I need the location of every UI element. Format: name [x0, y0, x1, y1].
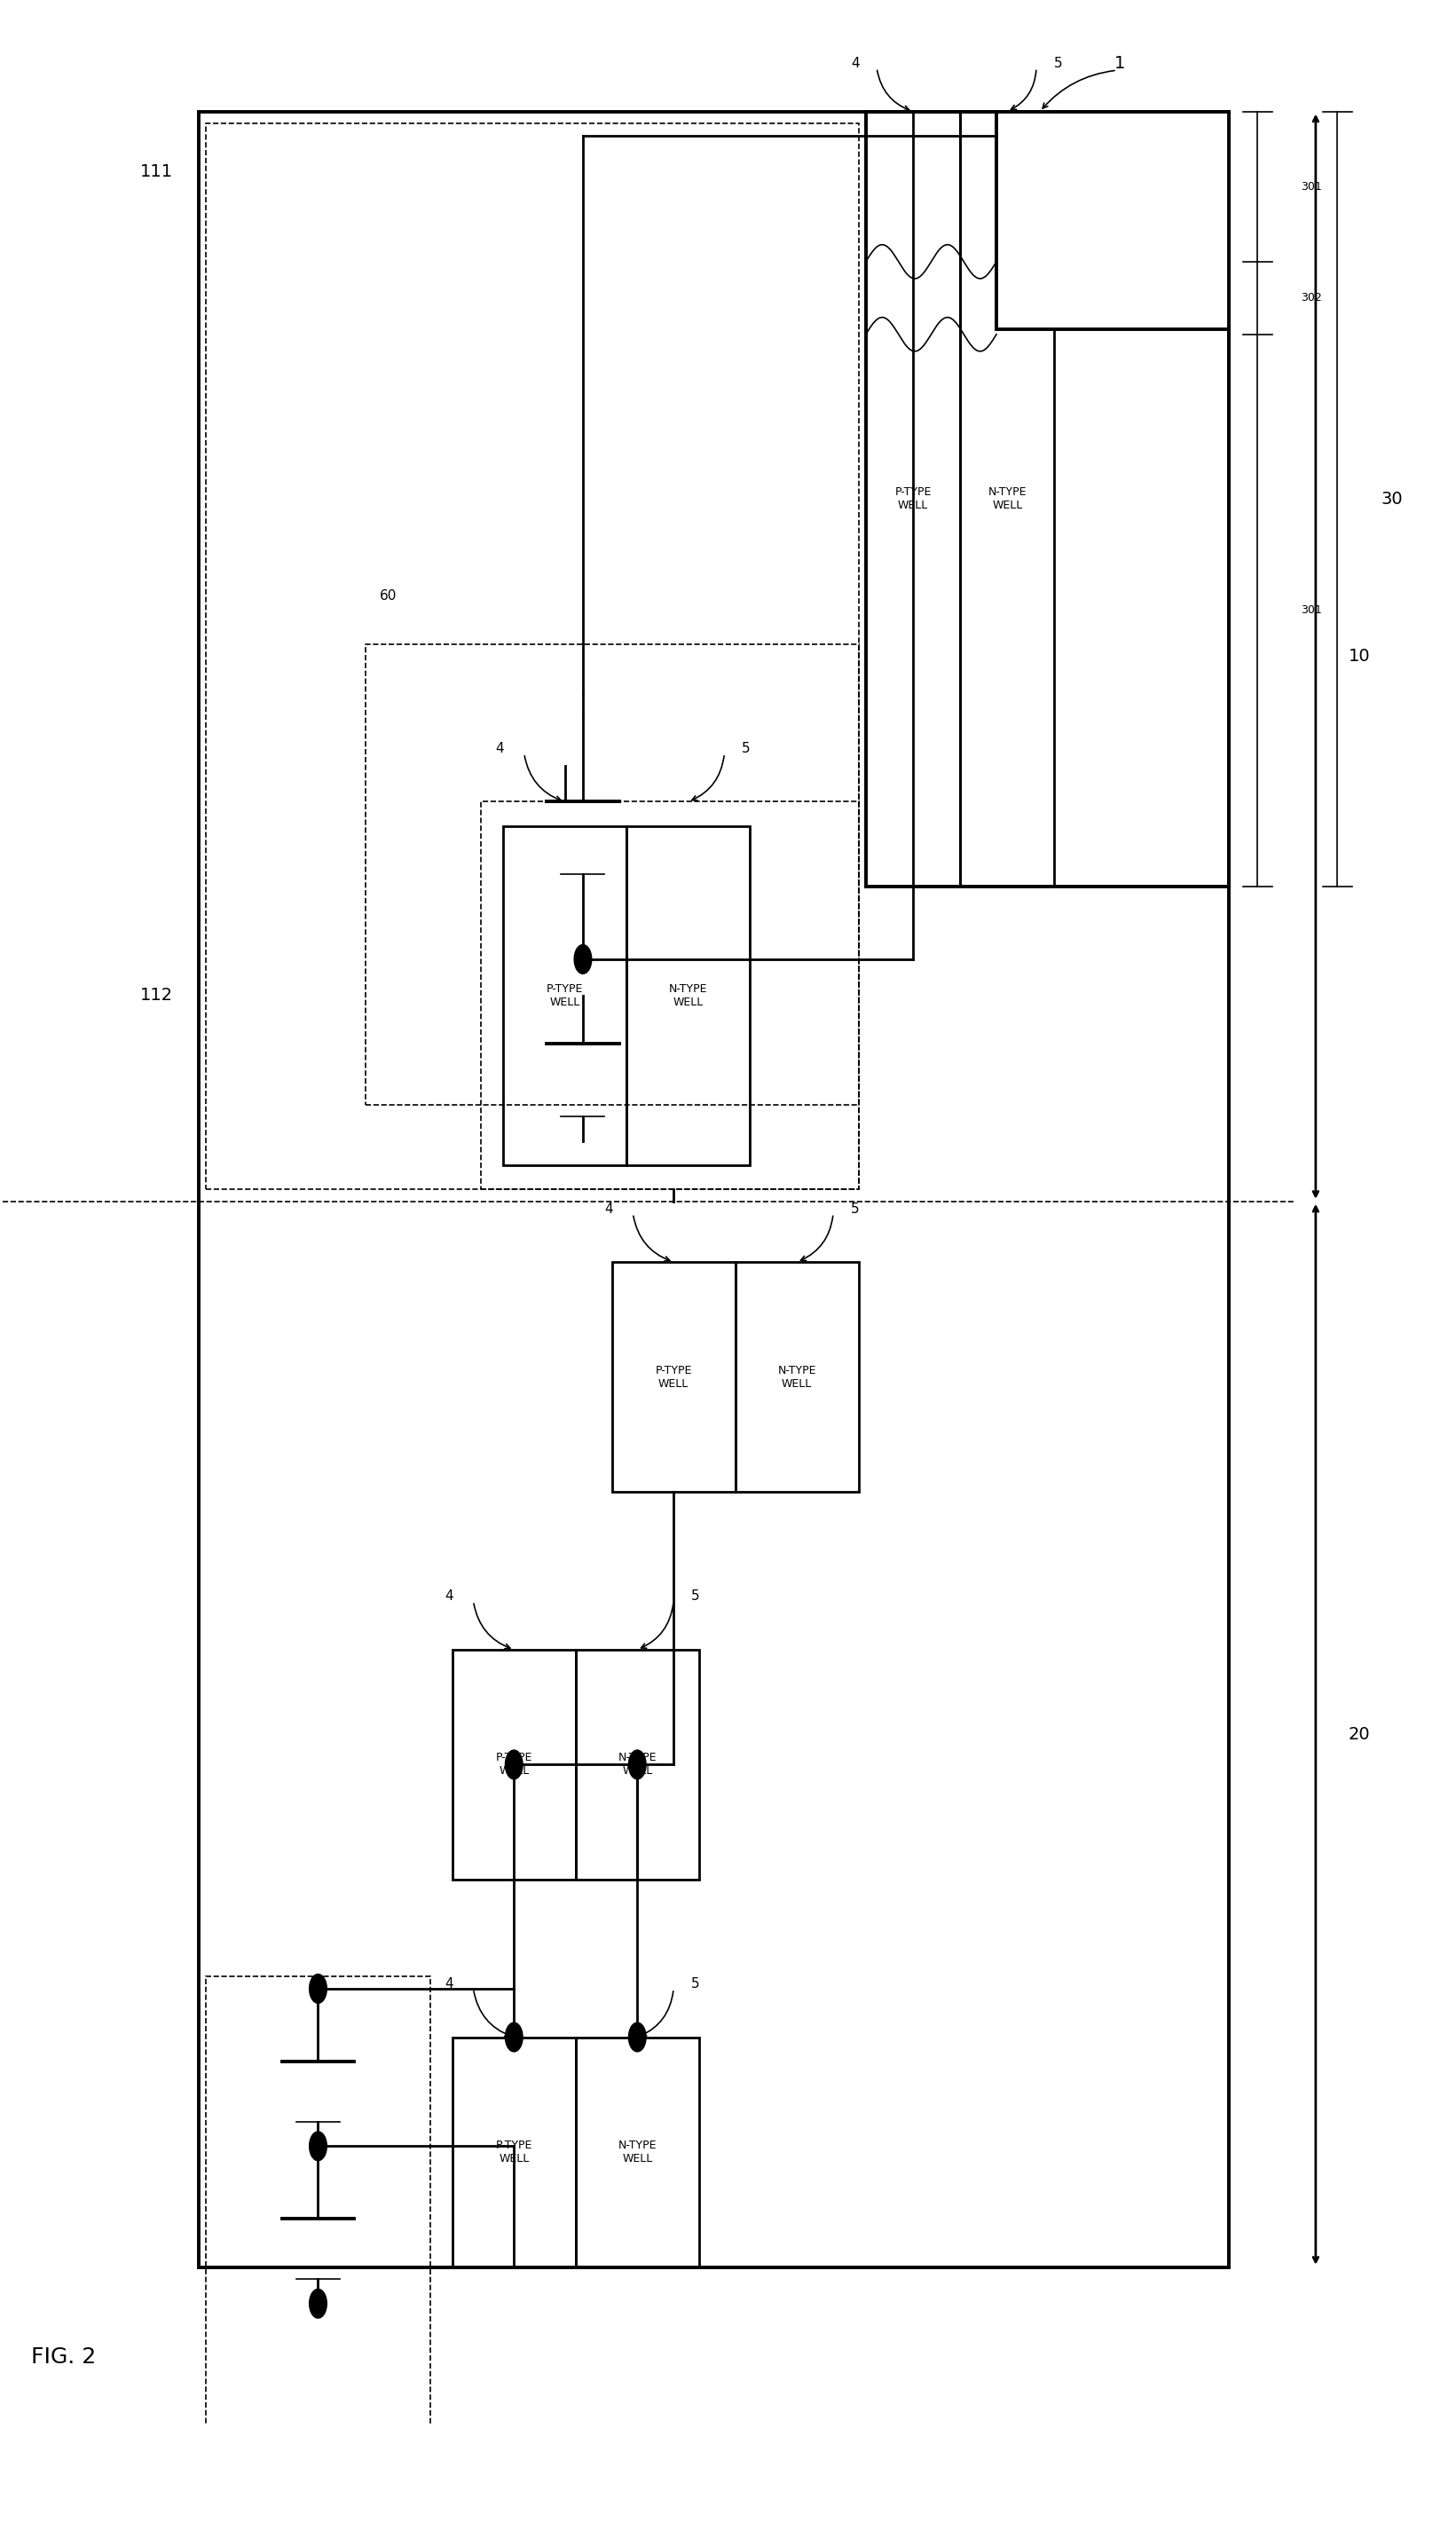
Circle shape [309, 1973, 326, 2003]
Text: 4: 4 [850, 56, 859, 71]
Text: N-TYPE
WELL: N-TYPE WELL [778, 1365, 817, 1390]
Bar [482, 802, 859, 1188]
Text: 20: 20 [1348, 1726, 1370, 1743]
Text: 4: 4 [444, 1589, 453, 1602]
Text: 5: 5 [692, 1978, 700, 1991]
Bar [205, 124, 859, 1188]
Text: P-TYPE
WELL: P-TYPE WELL [495, 2140, 533, 2165]
Text: FIG. 2: FIG. 2 [32, 2346, 96, 2367]
Text: 4: 4 [604, 1201, 613, 1216]
Text: 302: 302 [1302, 293, 1322, 303]
Text: 301: 301 [1302, 182, 1322, 192]
Text: 5: 5 [743, 742, 750, 754]
Circle shape [309, 2288, 326, 2319]
Text: N-TYPE
WELL: N-TYPE WELL [668, 984, 708, 1009]
Text: N-TYPE
WELL: N-TYPE WELL [989, 487, 1026, 512]
Bar [996, 111, 1229, 331]
Text: P-TYPE
WELL: P-TYPE WELL [655, 1365, 692, 1390]
Text: 111: 111 [140, 164, 173, 182]
Text: P-TYPE
WELL: P-TYPE WELL [546, 984, 582, 1009]
Bar [205, 1976, 431, 2473]
Text: 4: 4 [495, 742, 504, 754]
Bar [453, 1650, 575, 1880]
Text: 10: 10 [1348, 648, 1370, 666]
Text: P-TYPE
WELL: P-TYPE WELL [495, 1751, 533, 1776]
Text: N-TYPE
WELL: N-TYPE WELL [617, 2140, 657, 2165]
Bar [866, 111, 960, 886]
Bar [365, 643, 859, 1105]
Circle shape [629, 1751, 646, 1779]
Circle shape [505, 1751, 523, 1779]
Text: 5: 5 [692, 1589, 700, 1602]
Text: 5: 5 [850, 1201, 859, 1216]
Text: 60: 60 [380, 590, 397, 603]
Bar [575, 2036, 699, 2268]
Bar [960, 111, 1054, 886]
Bar [198, 111, 1229, 2268]
Bar [453, 2036, 575, 2268]
Text: P-TYPE
WELL: P-TYPE WELL [894, 487, 932, 512]
Bar [866, 111, 1229, 886]
Bar [575, 1650, 699, 1880]
Text: 30: 30 [1380, 489, 1402, 507]
Circle shape [505, 2023, 523, 2051]
Text: 4: 4 [444, 1978, 453, 1991]
Circle shape [574, 944, 591, 974]
Circle shape [629, 2023, 646, 2051]
Bar [612, 1262, 735, 1491]
Bar [504, 825, 626, 1166]
Text: N-TYPE
WELL: N-TYPE WELL [617, 1751, 657, 1776]
Bar [626, 825, 750, 1166]
Text: 301: 301 [1302, 606, 1322, 616]
Bar [735, 1262, 859, 1491]
Text: 112: 112 [140, 986, 173, 1004]
Circle shape [309, 2132, 326, 2160]
Text: 5: 5 [1054, 56, 1063, 71]
Text: 1: 1 [1114, 56, 1125, 71]
